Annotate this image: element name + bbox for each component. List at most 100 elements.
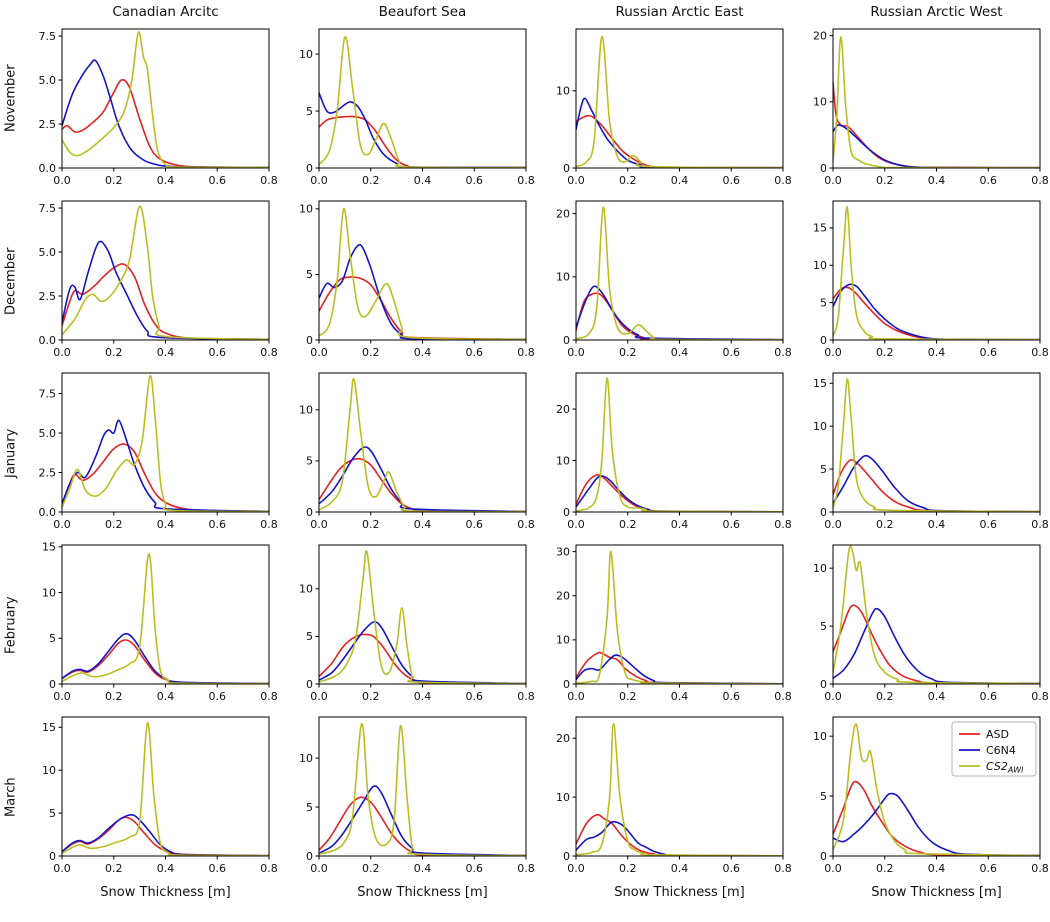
subplot-november-canadian-arcitc: 0.0 0.2 0.4 0.6 0.8 0.0 2.5 5.0 7.5 [39,28,278,187]
subplot-march-beaufort-sea: 0.0 0.2 0.4 0.6 0.8 0 5 10 [299,716,535,875]
y-tick-label: 0 [563,850,570,863]
y-tick-label: 5.0 [39,74,57,87]
cell-march-3: 0.0 0.2 0.4 0.6 0.8 0 10 20 [536,711,793,883]
axes-frame [575,544,784,685]
cell-november-4: Russian Arctic West 0.0 0.2 0.4 0.6 0.8 0 10 20 [793,2,1050,195]
y-tick-label: 10 [42,764,56,777]
subplot-november-beaufort-sea: 0.0 0.2 0.4 0.6 0.8 0 5 10 [299,28,535,187]
x-tick-label: 0.2 [105,690,123,703]
x-tick-label: 0.6 [980,690,998,703]
x-tick-label: 0.4 [671,174,689,187]
x-tick-label: 0.0 [824,862,842,875]
subplot-february-russian-arctic-east: 0.0 0.2 0.4 0.6 0.8 0 10 20 30 [556,544,792,703]
x-tick-label: 0.6 [209,862,227,875]
x-tick-label: 0.4 [671,862,689,875]
cell-december-1: 0.0 0.2 0.4 0.6 0.8 0.0 2.5 5.0 7.5 [22,195,279,367]
x-tick-label: 0.2 [619,690,637,703]
y-tick-label: 20 [813,29,827,42]
x-tick-label: 0.4 [671,690,689,703]
x-tick-label: 0.6 [980,346,998,359]
column-title: Beaufort Sea [378,4,467,20]
axes-frame [318,28,527,169]
series-line-CS2_AWI [833,723,1040,856]
x-tick-label: 0.2 [105,346,123,359]
cell-january-3: 0.0 0.2 0.4 0.6 0.8 0 10 20 [536,367,793,539]
y-tick-label: 0 [306,334,313,347]
series-line-CS2_AWI [62,205,269,340]
subplot-february-russian-arctic-west: 0.0 0.2 0.4 0.6 0.8 0 5 10 [813,544,1049,703]
y-tick-label: 15 [813,377,827,390]
x-tick-label: 0.0 [53,690,71,703]
x-tick-label: 0.6 [980,518,998,531]
column-title: Russian Arctic East [615,4,744,20]
series-line-C6N4 [833,792,1040,856]
cell-march-4: 0.0 0.2 0.4 0.6 0.8 0 5 10 ASD C6N4 CS2AWI [793,711,1050,883]
axes-frame [832,200,1041,341]
x-tick-label: 0.6 [209,690,227,703]
y-tick-label: 5 [49,807,56,820]
x-tick-label: 0.4 [157,862,175,875]
x-tick-label: 0.8 [1031,174,1049,187]
y-tick-label: 0 [820,678,827,691]
series-line-CS2_AWI [62,722,269,856]
subplot-february-canadian-arcitc: 0.0 0.2 0.4 0.6 0.8 0 5 10 15 [42,541,278,703]
axes-frame [318,544,527,685]
y-tick-label: 5 [306,801,313,814]
y-tick-label: 20 [556,590,570,603]
x-tick-label: 0.6 [466,518,484,531]
y-tick-label: 0 [820,506,827,519]
y-tick-label: 20 [556,403,570,416]
series-line-CS2_AWI [319,550,526,684]
y-tick-label: 5 [306,268,313,281]
x-tick-label: 0.8 [517,518,535,531]
x-tick-label: 0.6 [723,690,741,703]
x-tick-label: 0.6 [723,862,741,875]
series-line-C6N4 [833,607,1040,684]
x-tick-label: 0.0 [53,174,71,187]
y-tick-label: 15 [42,541,56,554]
y-tick-label: 0 [563,678,570,691]
axes-frame [832,372,1041,513]
column-title: Canadian Arcitc [112,4,219,20]
row-label-january: January [3,428,19,478]
x-tick-label: 0.0 [567,518,585,531]
x-tick-label: 0.2 [105,174,123,187]
series-line-CS2_AWI [833,206,1040,340]
x-tick-label: 0.2 [105,862,123,875]
x-axis-label: Snow Thickness [m] [614,885,745,900]
x-tick-label: 0.0 [53,346,71,359]
series-line-CS2_AWI [833,36,1040,168]
x-tick-label: 0.0 [567,690,585,703]
x-tick-label: 0.8 [517,690,535,703]
y-tick-label: 20 [556,732,570,745]
cell-february-1: 0.0 0.2 0.4 0.6 0.8 0 5 10 15 [22,539,279,711]
y-tick-label: 5 [306,455,313,468]
y-tick-label: 7.5 [39,387,57,400]
x-tick-label: 0.4 [157,346,175,359]
y-tick-label: 0.0 [39,162,57,175]
x-tick-label: 0.0 [310,690,328,703]
axes-frame [575,372,784,513]
x-tick-label: 0.8 [774,174,792,187]
x-tick-label: 0.6 [723,518,741,531]
subplot-january-canadian-arcitc: 0.0 0.2 0.4 0.6 0.8 0.0 2.5 5.0 7.5 [39,372,278,531]
series-line-CS2_AWI [576,550,783,684]
series-line-C6N4 [62,813,269,856]
x-tick-label: 0.6 [466,174,484,187]
y-tick-label: 0 [49,678,56,691]
x-tick-label: 0.8 [260,690,278,703]
x-tick-label: 0.4 [414,690,432,703]
y-tick-label: 5 [820,463,827,476]
axes-frame [61,372,270,513]
subplot-november-russian-arctic-east: 0.0 0.2 0.4 0.6 0.8 0 10 [556,28,792,187]
x-tick-label: 0.8 [774,862,792,875]
x-tick-label: 0.4 [414,862,432,875]
x-tick-label: 0.0 [567,346,585,359]
cell-november-3: Russian Arctic East 0.0 0.2 0.4 0.6 0.8 0 10 [536,2,793,195]
legend-label-ASD: ASD [986,728,1009,741]
y-tick-label: 15 [42,721,56,734]
x-tick-label: 0.0 [824,346,842,359]
cell-january-2: 0.0 0.2 0.4 0.6 0.8 0 5 10 [279,367,536,539]
subplot-december-beaufort-sea: 0.0 0.2 0.4 0.6 0.8 0 5 10 [299,200,535,359]
